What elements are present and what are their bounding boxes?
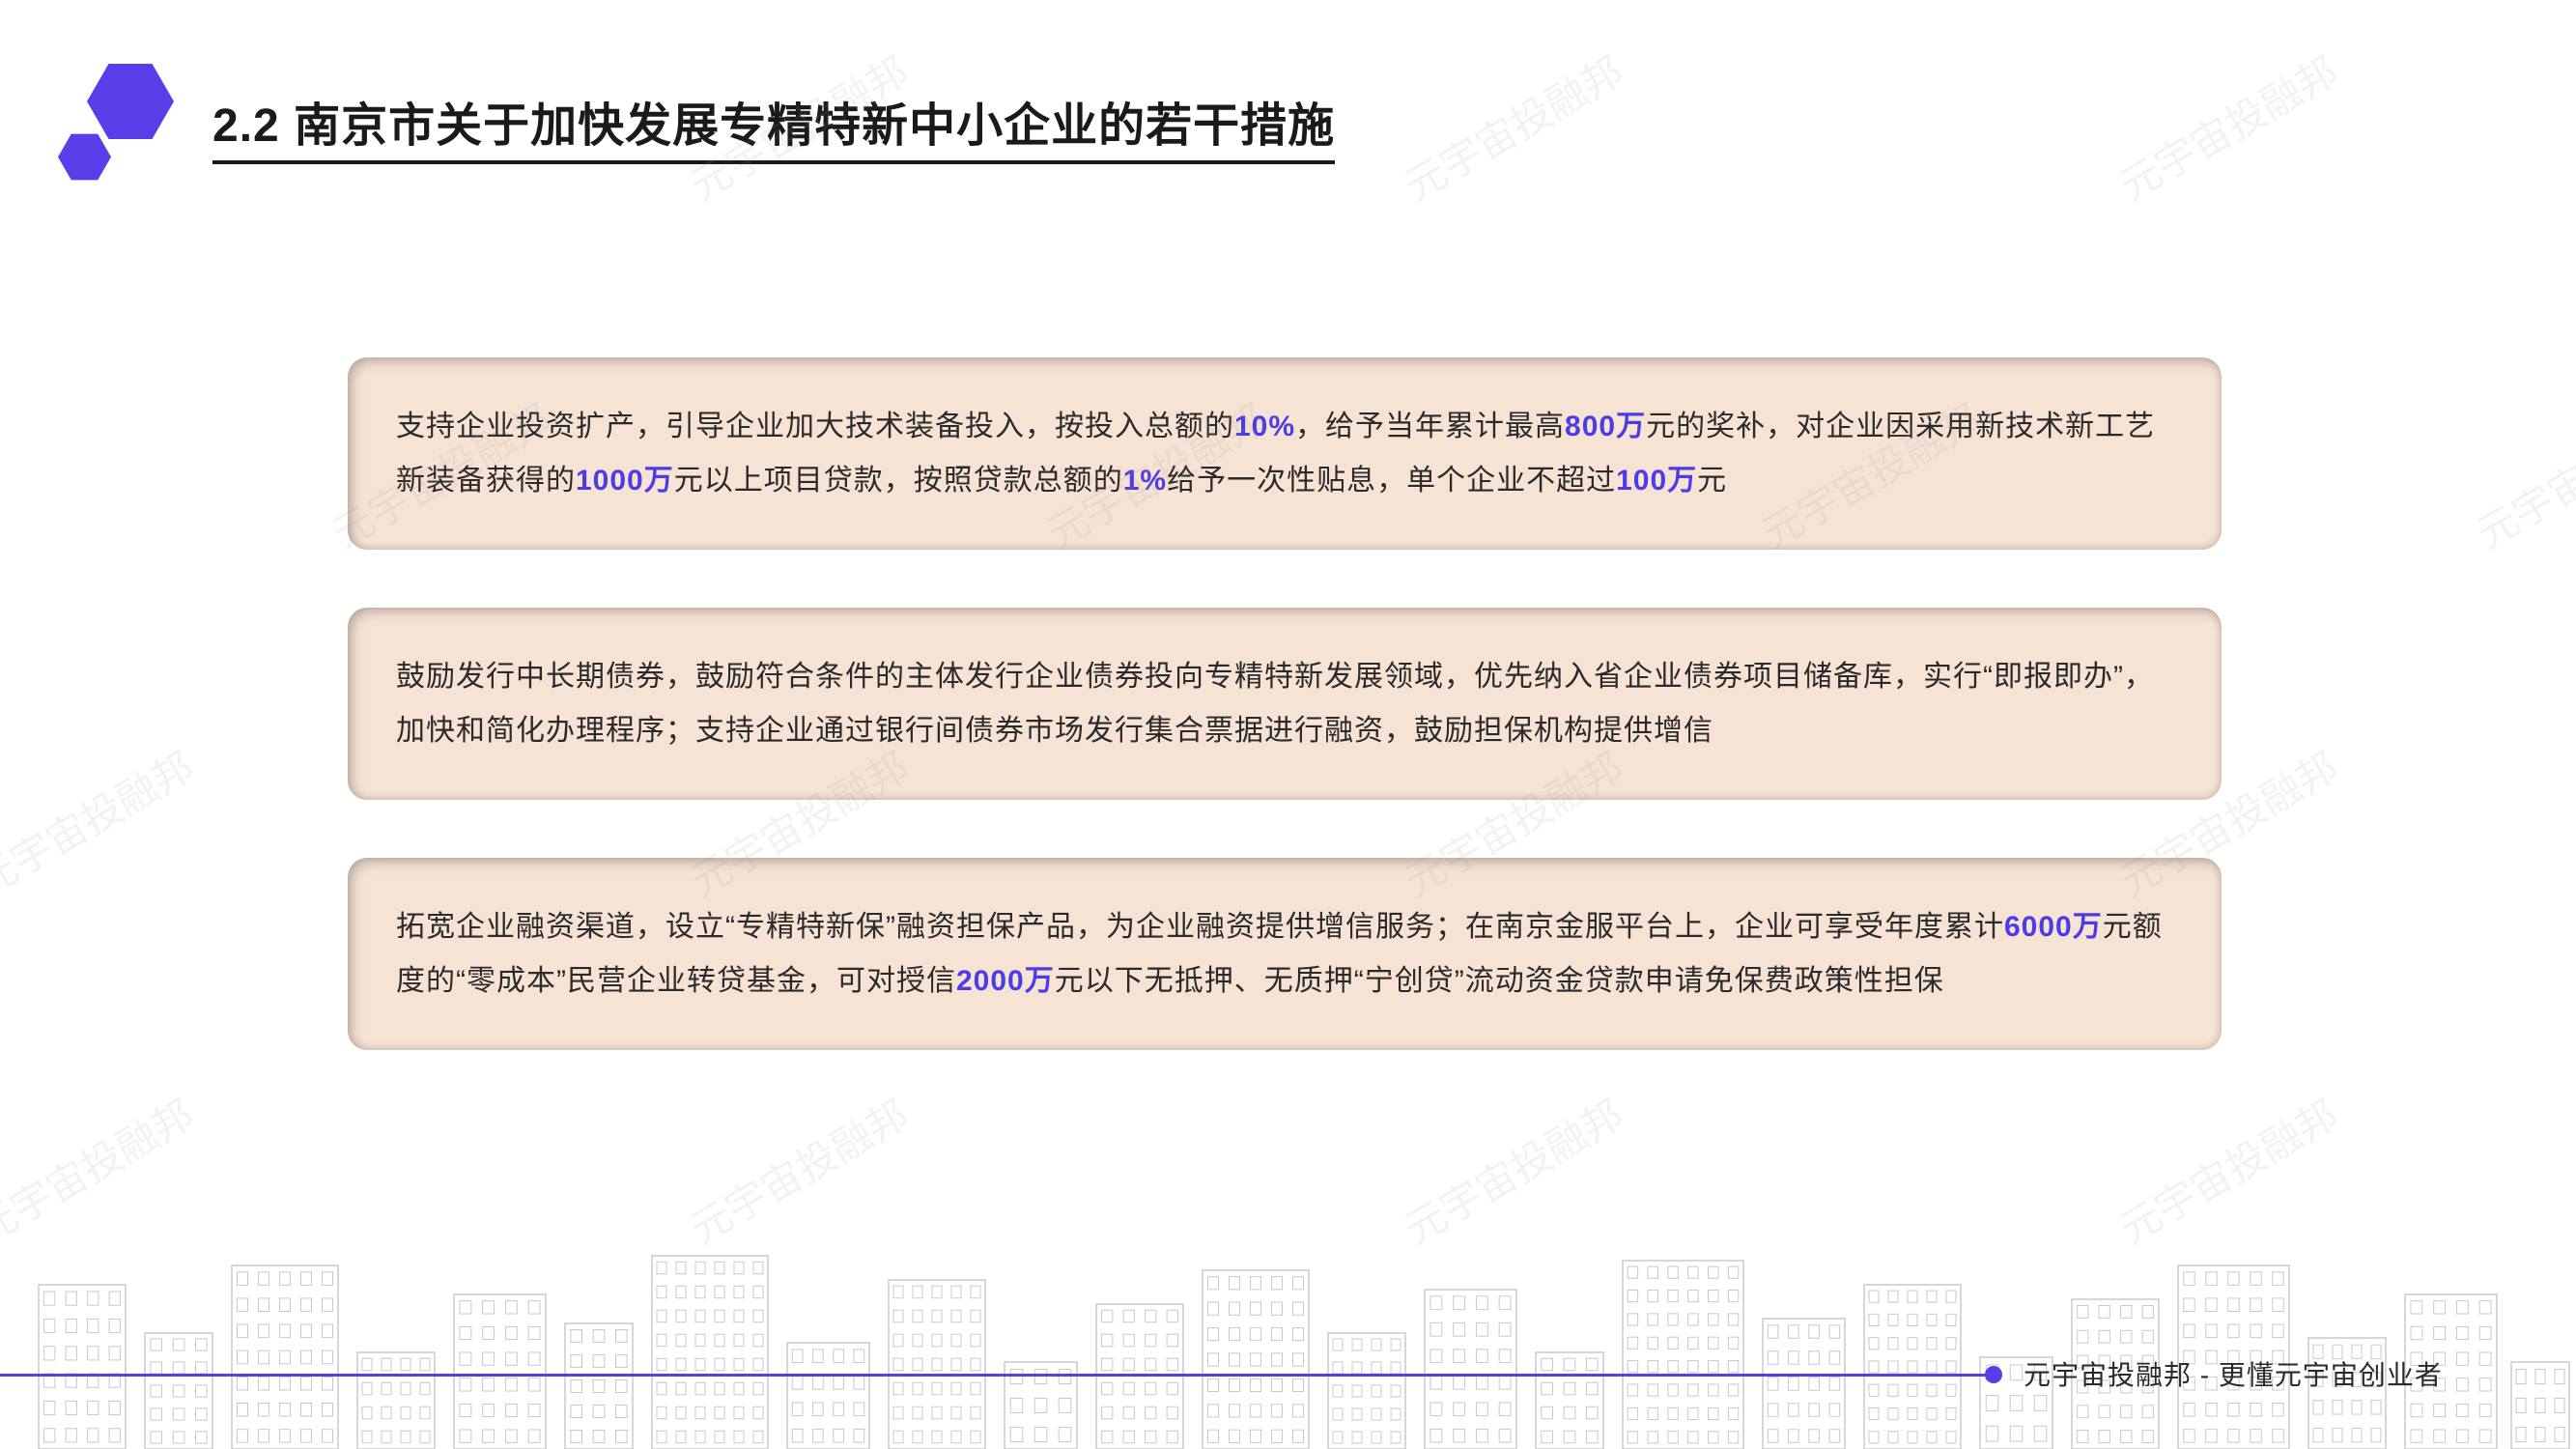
slide-header: 2.2 南京市关于加快发展专精特新中小企业的若干措施 (48, 58, 1335, 193)
info-card: 拓宽企业融资渠道，设立“专精特新保”融资担保产品，为企业融资提供增信服务；在南京… (348, 858, 2222, 1050)
content-cards: 支持企业投资扩产，引导企业加大技术装备投入，按投入总额的10%，给予当年累计最高… (348, 357, 2222, 1050)
info-card: 鼓励发行中长期债券，鼓励符合条件的主体发行企业债券投向专精特新发展领域，优先纳入… (348, 608, 2222, 800)
watermark-text: 元宇宙投融邦 (2108, 1083, 2348, 1256)
highlight-value: 10% (1234, 411, 1295, 442)
footer-dot-icon (1985, 1366, 2002, 1383)
footer-brand: 元宇宙投融邦 (2024, 1360, 2192, 1390)
slide-title: 2.2 南京市关于加快发展专精特新中小企业的若干措施 (212, 87, 1335, 164)
highlight-value: 2000万 (956, 965, 1055, 997)
watermark-text: 元宇宙投融邦 (1393, 1083, 1633, 1256)
watermark-text: 元宇宙投融邦 (2108, 40, 2348, 213)
watermark-text: 元宇宙投融邦 (0, 735, 203, 908)
watermark-text: 元宇宙投融邦 (2465, 387, 2576, 560)
highlight-value: 1000万 (576, 465, 674, 497)
card-text: 鼓励发行中长期债券，鼓励符合条件的主体发行企业债券投向专精特新发展领域，优先纳入… (396, 661, 2154, 747)
card-text: 给予一次性贴息，单个企业不超过 (1167, 465, 1616, 497)
card-text: 元以上项目贷款，按照贷款总额的 (674, 465, 1123, 497)
footer-sep: - (2192, 1360, 2219, 1390)
info-card: 支持企业投资扩产，引导企业加大技术装备投入，按投入总额的10%，给予当年累计最高… (348, 357, 2222, 550)
card-text: 支持企业投资扩产，引导企业加大技术装备投入，按投入总额的 (396, 411, 1234, 442)
card-text: ，给予当年累计最高 (1295, 411, 1565, 442)
watermark-text: 元宇宙投融邦 (678, 1083, 919, 1256)
card-text: 拓宽企业融资渠道，设立“专精特新保”融资担保产品，为企业融资提供增信服务；在南京… (396, 911, 2004, 943)
hexagon-bullet-icon (48, 58, 184, 193)
card-text: 元 (1697, 465, 1727, 497)
watermark-text: 元宇宙投融邦 (1393, 40, 1633, 213)
footer-text: 元宇宙投融邦 - 更懂元宇宙创业者 (2024, 1354, 2443, 1393)
skyline-decoration (0, 1236, 2576, 1449)
highlight-value: 100万 (1616, 465, 1697, 497)
footer-tagline: 更懂元宇宙创业者 (2219, 1360, 2443, 1390)
card-text: 元以下无抵押、无质押“宁创贷”流动资金贷款申请免保费政策性担保 (1055, 965, 1944, 997)
watermark-text: 元宇宙投融邦 (0, 1083, 203, 1256)
highlight-value: 1% (1123, 465, 1167, 497)
highlight-value: 800万 (1565, 411, 1646, 442)
footer-line (0, 1374, 1990, 1377)
highlight-value: 6000万 (2004, 911, 2103, 943)
